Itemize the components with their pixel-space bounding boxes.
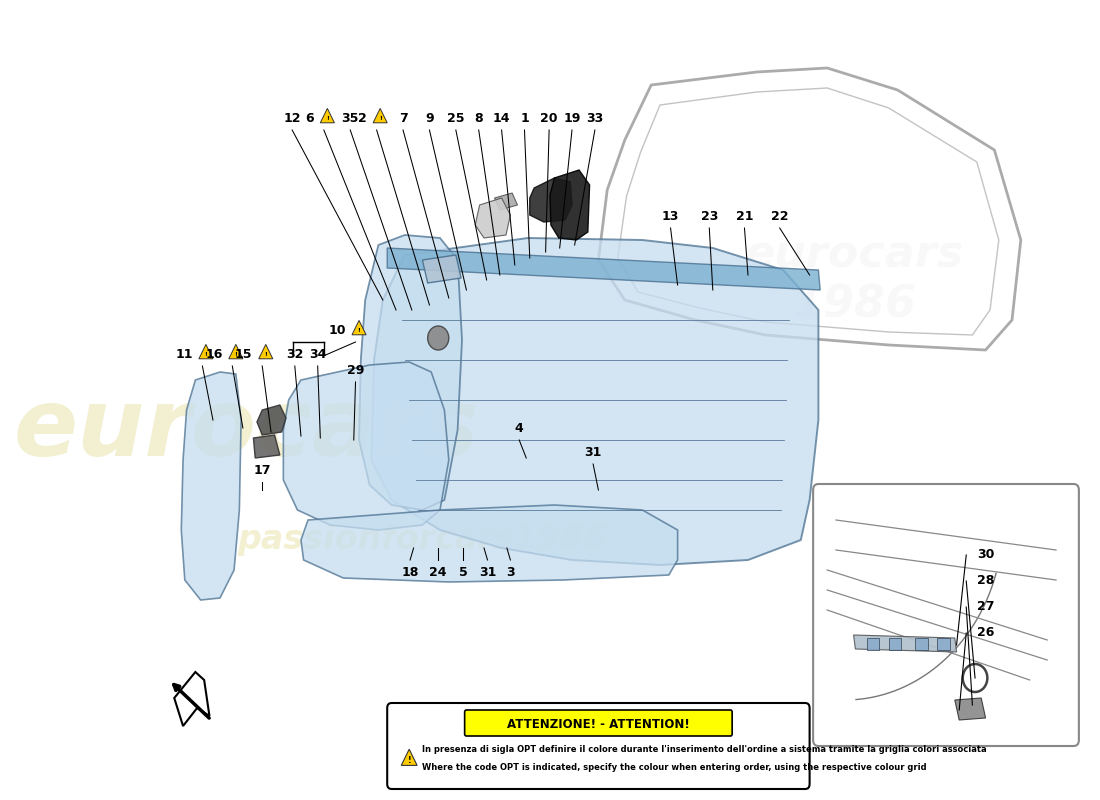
Text: 23: 23 [701, 210, 718, 222]
Text: 34: 34 [309, 347, 327, 361]
Text: 24: 24 [429, 566, 447, 578]
Text: eurocars: eurocars [13, 384, 480, 476]
Text: 21: 21 [736, 210, 754, 222]
Text: !: ! [407, 757, 411, 766]
Text: !: ! [264, 352, 267, 358]
Text: 16: 16 [206, 347, 222, 361]
Text: ATTENZIONE! - ATTENTION!: ATTENZIONE! - ATTENTION! [507, 718, 690, 730]
Polygon shape [258, 344, 273, 358]
Text: 3: 3 [506, 566, 515, 578]
Text: !: ! [234, 352, 238, 358]
Text: 11: 11 [175, 347, 192, 361]
Polygon shape [402, 750, 417, 766]
Polygon shape [530, 178, 572, 222]
Polygon shape [475, 198, 510, 238]
Polygon shape [387, 248, 821, 290]
Text: 27: 27 [977, 601, 994, 614]
Polygon shape [253, 435, 279, 458]
Text: 7: 7 [398, 111, 407, 125]
Text: 2: 2 [359, 111, 367, 125]
Text: !: ! [326, 116, 329, 122]
Text: 33: 33 [586, 111, 604, 125]
Text: Where the code OPT is indicated, specify the colour when entering order, using t: Where the code OPT is indicated, specify… [422, 763, 927, 773]
Text: 31: 31 [478, 566, 496, 578]
Text: 29: 29 [346, 363, 364, 377]
Text: 32: 32 [286, 347, 304, 361]
Polygon shape [284, 362, 449, 530]
FancyBboxPatch shape [464, 710, 733, 736]
Text: !: ! [378, 116, 382, 122]
Text: 26: 26 [977, 626, 994, 639]
Polygon shape [422, 255, 461, 283]
Circle shape [428, 326, 449, 350]
Text: 12: 12 [284, 111, 301, 125]
Text: !: ! [358, 328, 361, 334]
Polygon shape [320, 108, 334, 122]
Text: 14: 14 [493, 111, 510, 125]
Polygon shape [495, 193, 517, 210]
Polygon shape [854, 635, 957, 652]
Text: 28: 28 [977, 574, 994, 587]
Text: 30: 30 [977, 549, 994, 562]
Text: 18: 18 [402, 566, 419, 578]
Text: passionforcars1986: passionforcars1986 [238, 523, 607, 557]
Polygon shape [937, 638, 949, 650]
Polygon shape [359, 235, 462, 510]
Polygon shape [352, 320, 366, 334]
Polygon shape [257, 405, 286, 435]
Text: 20: 20 [540, 111, 558, 125]
Polygon shape [301, 505, 678, 582]
Text: 19: 19 [563, 111, 581, 125]
Text: 6: 6 [306, 111, 315, 125]
Polygon shape [867, 638, 879, 650]
Text: 31: 31 [584, 446, 602, 458]
FancyBboxPatch shape [813, 484, 1079, 746]
Text: 25: 25 [447, 111, 464, 125]
Polygon shape [372, 238, 818, 565]
Polygon shape [174, 672, 209, 726]
Text: In presenza di sigla OPT definire il colore durante l'inserimento dell'ordine a : In presenza di sigla OPT definire il col… [422, 746, 987, 754]
Text: 8: 8 [474, 111, 483, 125]
Polygon shape [229, 344, 243, 358]
Text: 17: 17 [253, 463, 271, 477]
Text: 15: 15 [235, 347, 253, 361]
Polygon shape [182, 372, 241, 600]
Text: 1: 1 [520, 111, 529, 125]
Text: !: ! [205, 352, 208, 358]
Text: 10: 10 [328, 323, 345, 337]
Text: 4: 4 [515, 422, 524, 434]
Polygon shape [915, 638, 927, 650]
Polygon shape [199, 344, 213, 358]
Polygon shape [889, 638, 901, 650]
Polygon shape [373, 108, 387, 122]
FancyBboxPatch shape [387, 703, 810, 789]
Polygon shape [550, 170, 590, 240]
Polygon shape [955, 698, 986, 720]
Text: 22: 22 [771, 210, 789, 222]
Text: 35: 35 [342, 111, 359, 125]
Text: eurocars
1986: eurocars 1986 [744, 234, 964, 326]
Text: 5: 5 [459, 566, 468, 578]
Text: 9: 9 [425, 111, 433, 125]
Text: 13: 13 [662, 210, 679, 222]
